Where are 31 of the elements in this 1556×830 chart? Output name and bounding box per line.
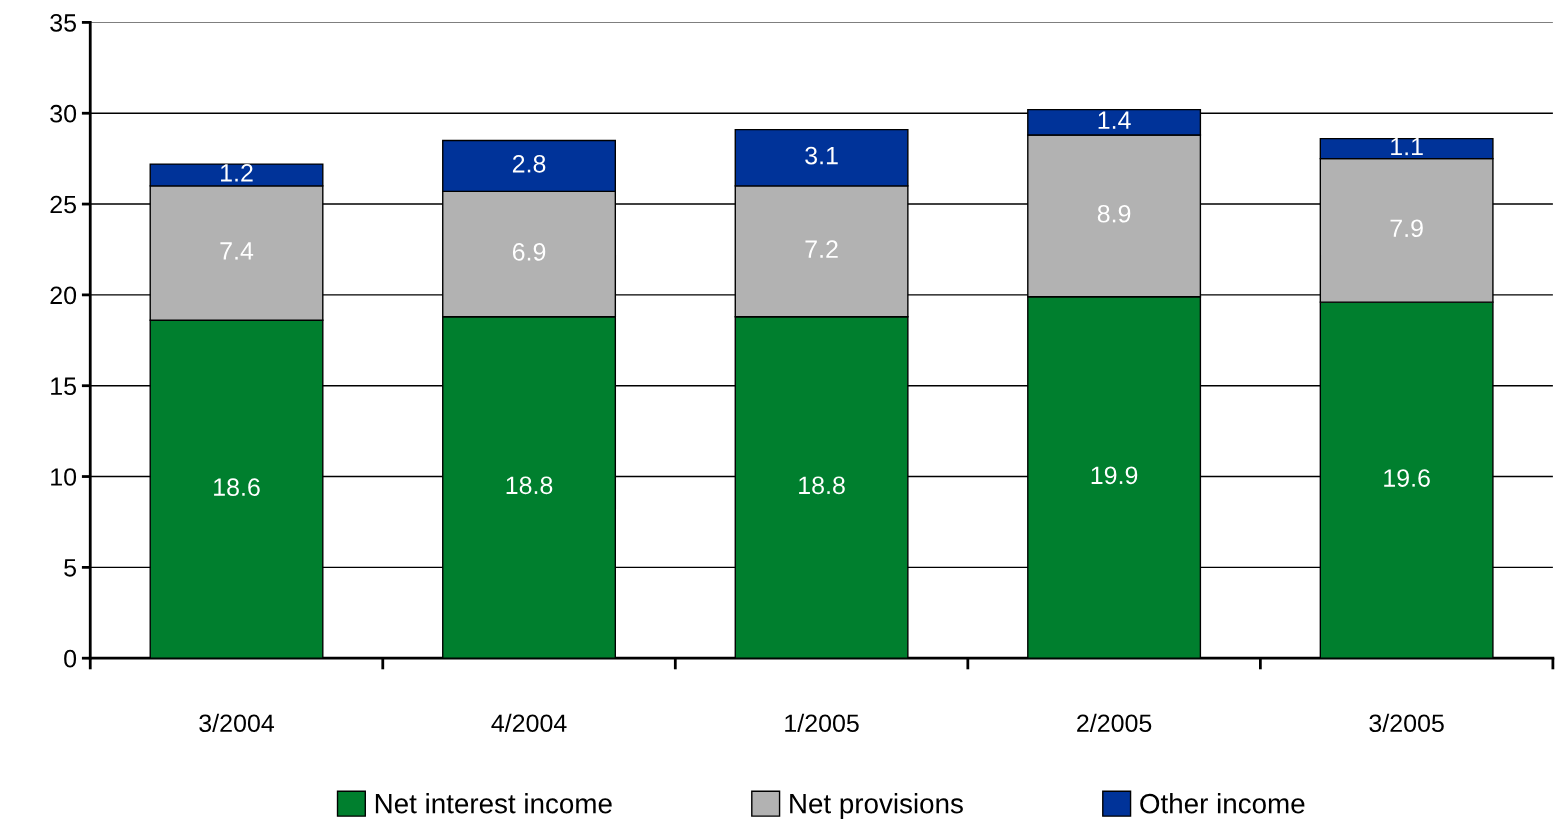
x-tick-label: 4/2004 — [491, 713, 567, 733]
y-tick-label: 30 — [50, 104, 77, 123]
y-tick-label: 10 — [51, 468, 77, 486]
data-label: 18.8 — [506, 476, 553, 495]
y-tick-label: 35 — [50, 14, 77, 32]
data-label: 19.9 — [1091, 466, 1138, 485]
x-tick-label: 1/2005 — [785, 713, 859, 733]
legend-label: Net provisions — [790, 793, 963, 819]
y-tick-label: 5 — [64, 559, 77, 577]
y-tick-label: 20 — [50, 286, 77, 305]
data-label: 7.2 — [805, 240, 838, 258]
data-label: 18.6 — [214, 478, 260, 496]
legend-label: Net interest income — [375, 793, 612, 814]
data-label: 18.8 — [799, 476, 845, 495]
y-tick-label: 25 — [50, 195, 77, 214]
x-tick-label: 3/2004 — [199, 713, 275, 733]
data-label: 7.9 — [1390, 219, 1423, 238]
data-label: 6.9 — [512, 243, 546, 261]
data-label: 1.4 — [1098, 111, 1131, 129]
data-label: 7.4 — [220, 242, 254, 260]
data-label: 2.8 — [512, 154, 546, 173]
data-label: 1.1 — [1391, 137, 1423, 156]
legend-label: Other income — [1140, 793, 1305, 814]
data-label: 8.9 — [1097, 204, 1131, 223]
x-tick-label: 3/2005 — [1369, 713, 1444, 733]
y-tick-label: 15 — [51, 377, 77, 396]
data-label: 19.6 — [1384, 469, 1430, 487]
y-tick-label: 0 — [64, 649, 77, 668]
data-label: 3.1 — [805, 146, 838, 165]
x-tick-label: 2/2005 — [1077, 713, 1152, 733]
data-label: 1.2 — [221, 164, 253, 182]
